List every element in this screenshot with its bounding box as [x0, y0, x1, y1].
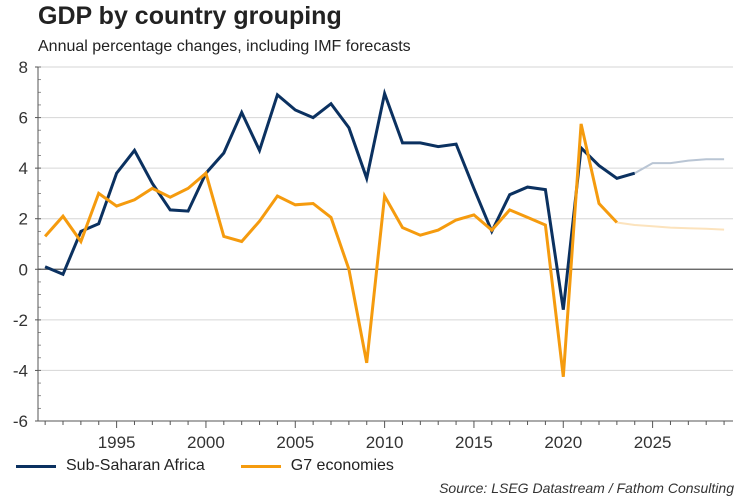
series-forecast-line: [616, 221, 725, 231]
y-tick-label: -6: [13, 412, 28, 431]
legend-label-ssa: Sub-Saharan Africa: [66, 457, 205, 474]
legend-item-ssa: Sub-Saharan Africa: [16, 457, 205, 475]
legend-swatch-g7: [240, 464, 281, 468]
series-lines: [43, 88, 725, 377]
chart-subtitle: Annual percentage changes, including IMF…: [38, 38, 411, 55]
legend-swatch-ssa: [16, 464, 56, 468]
x-tick-label: 2010: [366, 433, 404, 452]
x-tick-label: 2005: [276, 433, 314, 452]
y-tick-label: -2: [13, 311, 28, 330]
x-tick-label: 2000: [187, 433, 225, 452]
legend-label-g7: G7 economies: [290, 457, 394, 474]
y-tick-label: 0: [19, 260, 28, 279]
series-line: [43, 123, 618, 377]
x-tick-label: 2025: [634, 433, 672, 452]
x-tick-label: 2015: [455, 433, 493, 452]
x-tick-label: 1995: [98, 433, 136, 452]
y-tick-label: -4: [13, 361, 28, 380]
axes: 8 6 4 2 0 -2 -4 -6 1995 2000 2005 2010 2015 2020 2025: [13, 58, 733, 452]
y-tick-label: 8: [19, 58, 28, 77]
series-line: [44, 88, 636, 310]
gridlines: [38, 66, 733, 371]
y-tick-label: 2: [19, 210, 28, 229]
series-forecast-line: [634, 158, 725, 175]
chart-title: GDP by country grouping: [38, 2, 342, 30]
y-tick-label: 6: [19, 109, 28, 128]
legend: Sub-Saharan Africa G7 economies: [16, 457, 430, 475]
legend-item-g7: G7 economies: [240, 457, 394, 475]
y-tick-label: 4: [19, 159, 28, 178]
source-note: Source: LSEG Datastream / Fathom Consult…: [439, 480, 734, 496]
x-tick-label: 2020: [544, 433, 582, 452]
